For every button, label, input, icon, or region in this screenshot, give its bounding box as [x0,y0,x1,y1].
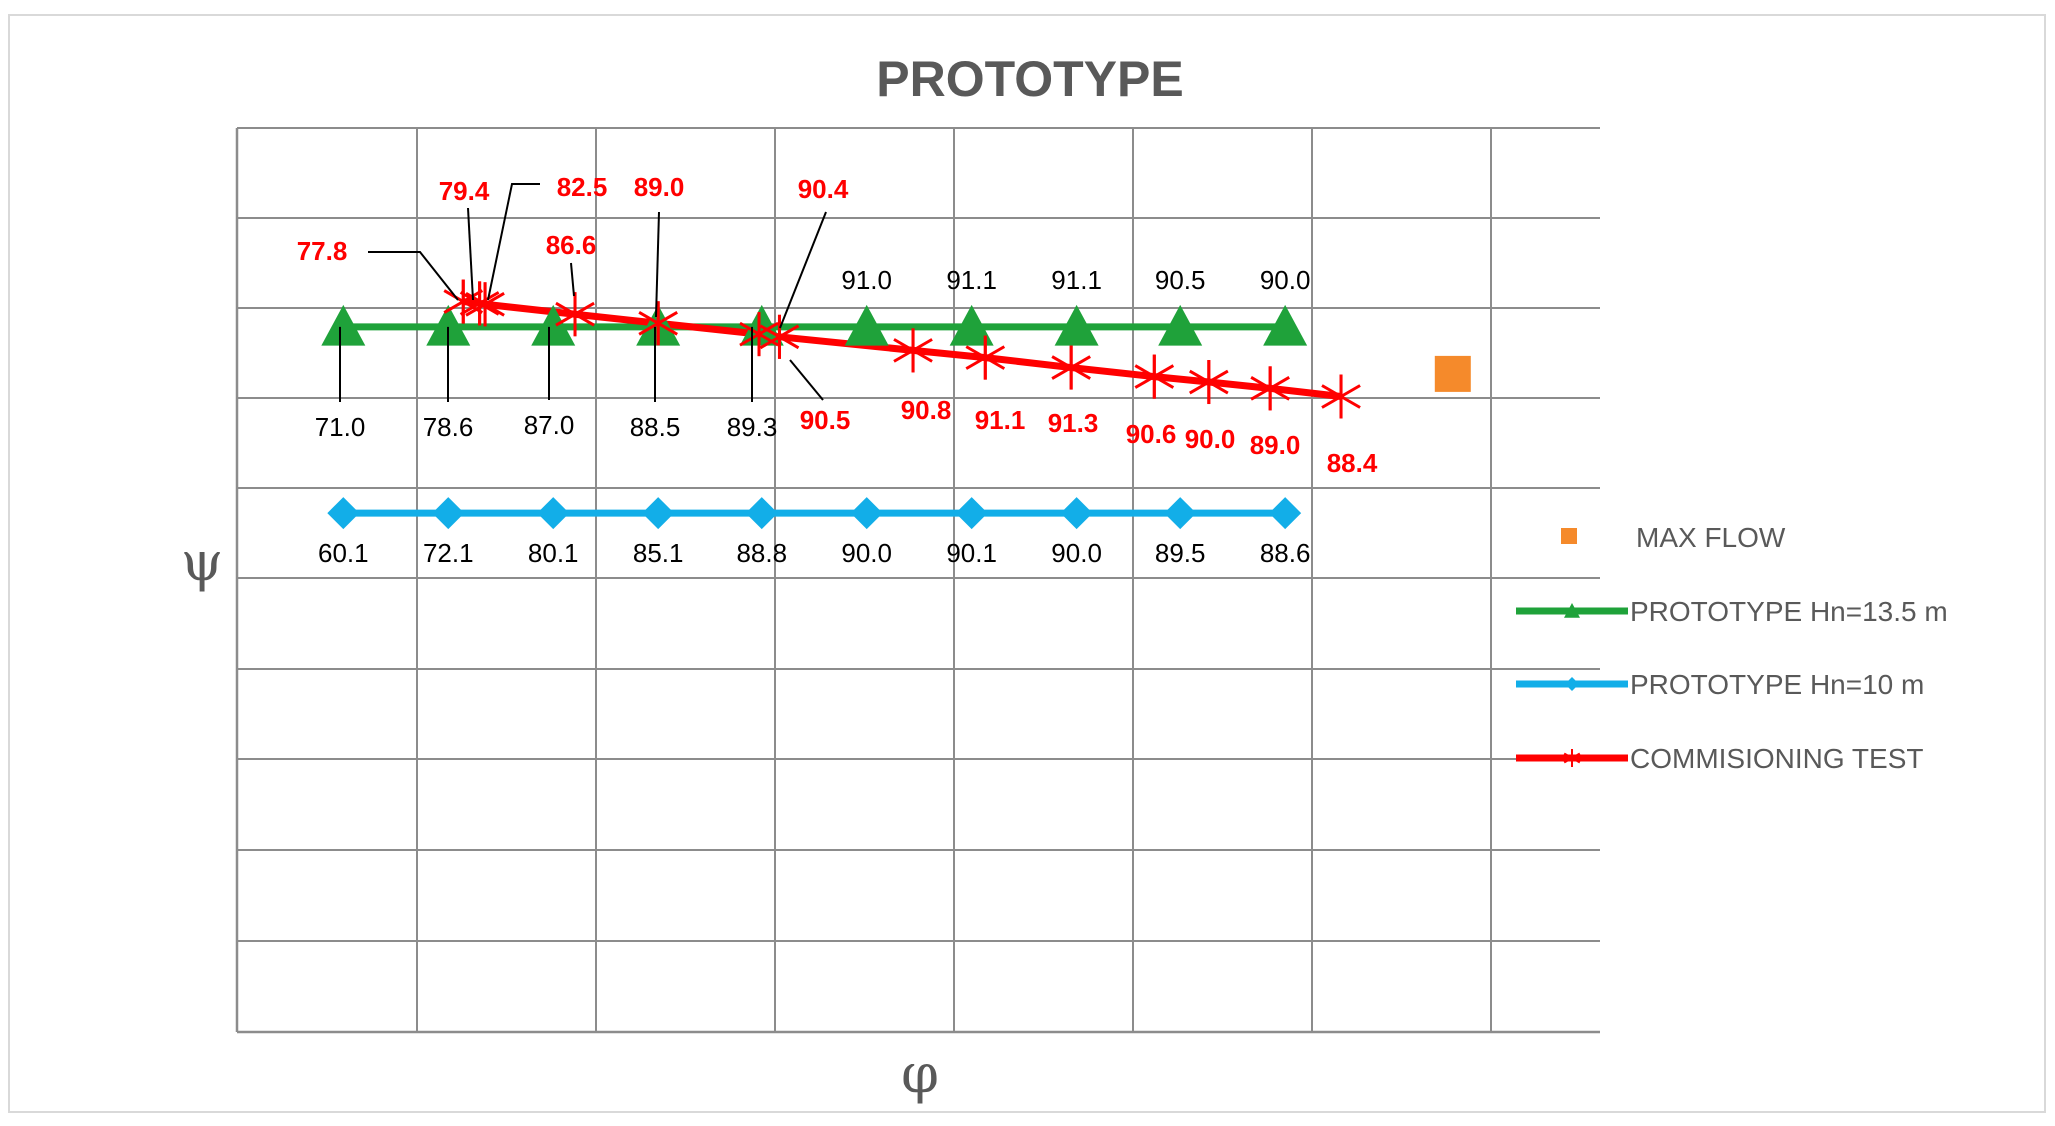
data-label: 90.5 [800,405,851,435]
legend-label: COMMISIONING TEST [1630,743,1924,774]
data-point-square [1434,355,1471,392]
data-label: 88.5 [630,412,681,442]
data-point-triangle [1564,603,1580,618]
data-label: 90.4 [798,174,849,204]
legend-item: PROTOTYPE Hn=13.5 m [1516,596,1948,627]
legend: MAX FLOW PROTOTYPE Hn=13.5 m PROTOTYPE Hn=… [1516,522,1948,774]
legend-label: PROTOTYPE Hn=13.5 m [1630,596,1948,627]
data-point-diamond [1060,497,1093,530]
data-point-diamond [432,497,465,530]
data-point-triangle [321,304,366,346]
data-label: 89.0 [1250,430,1301,460]
data-point-diamond [1565,677,1579,691]
data-label: 77.8 [297,236,348,266]
data-label: 88.4 [1327,448,1378,478]
label-leader-line [487,183,540,301]
data-point-diamond [642,497,675,530]
data-label: 86.6 [546,230,597,260]
data-label: 91.1 [1051,265,1102,295]
data-label: 88.6 [1260,538,1311,568]
markers-commisioning-test [443,279,1361,419]
data-label: 88.8 [736,538,787,568]
data-label: 71.0 [315,412,366,442]
data-label: 87.0 [524,410,575,440]
data-label: 78.6 [423,412,474,442]
data-label: 91.1 [946,265,997,295]
data-point-triangle [426,304,471,346]
data-label: 90.1 [946,538,997,568]
data-point-triangle [531,304,576,346]
data-point-diamond [1164,497,1197,530]
label-leader-line [779,211,827,329]
legend-item: MAX FLOW [1561,522,1786,553]
chart-title: PROTOTYPE [876,51,1183,107]
data-point-triangle [949,304,994,346]
legend-label: MAX FLOW [1636,522,1786,553]
legend-item: PROTOTYPE Hn=10 m [1516,669,1924,700]
data-label: 85.1 [633,538,684,568]
series-layer [321,279,1471,530]
data-label: 90.0 [1260,265,1311,295]
data-point-triangle [844,304,889,346]
data-label: 90.6 [1126,419,1177,449]
label-leader-line [655,211,660,318]
data-label: 79.4 [439,176,490,206]
chart-border [8,14,2046,1113]
leader-layer [339,183,827,402]
legend-label: PROTOTYPE Hn=10 m [1630,669,1924,700]
data-label: 91.1 [975,405,1026,435]
markers-max-flow [1434,355,1471,392]
label-leader-line [789,359,824,401]
data-label: 89.0 [634,172,685,202]
data-label: 91.0 [841,265,892,295]
data-point-diamond [537,497,570,530]
data-label: 90.0 [841,538,892,568]
data-label: 82.5 [557,172,608,202]
data-point-diamond [745,497,778,530]
data-point-triangle [1263,304,1308,346]
markers-prototype-hn-10-m [327,497,1302,530]
data-label: 91.3 [1048,408,1099,438]
data-label: 89.3 [727,412,778,442]
x-axis-label: φ [901,1042,939,1105]
data-label: 60.1 [318,538,369,568]
label-leader-line [467,207,474,301]
label-layer: 71.0 78.6 87.0 88.5 89.3 91.0 91.1 91.1 90.5 90.0… [297,172,1378,568]
label-leader-line [368,251,459,301]
y-axis-label: ψ [181,530,223,593]
data-label: 89.5 [1155,538,1206,568]
data-point-triangle [1054,304,1099,346]
data-label: 90.0 [1051,538,1102,568]
markers-prototype-hn-13-5-m [321,304,1308,346]
data-point-diamond [327,497,360,530]
legend-marker-square [1561,528,1577,544]
data-point-triangle [1158,304,1203,346]
data-point-diamond [955,497,988,530]
data-label: 90.0 [1185,424,1236,454]
label-leader-line [570,262,575,297]
legend-item: COMMISIONING TEST [1516,743,1924,774]
data-label: 90.5 [1155,265,1206,295]
data-point-diamond [850,497,883,530]
data-label: 72.1 [423,538,474,568]
data-label: 90.8 [901,395,952,425]
data-point-diamond [1269,497,1302,530]
data-label: 80.1 [528,538,579,568]
